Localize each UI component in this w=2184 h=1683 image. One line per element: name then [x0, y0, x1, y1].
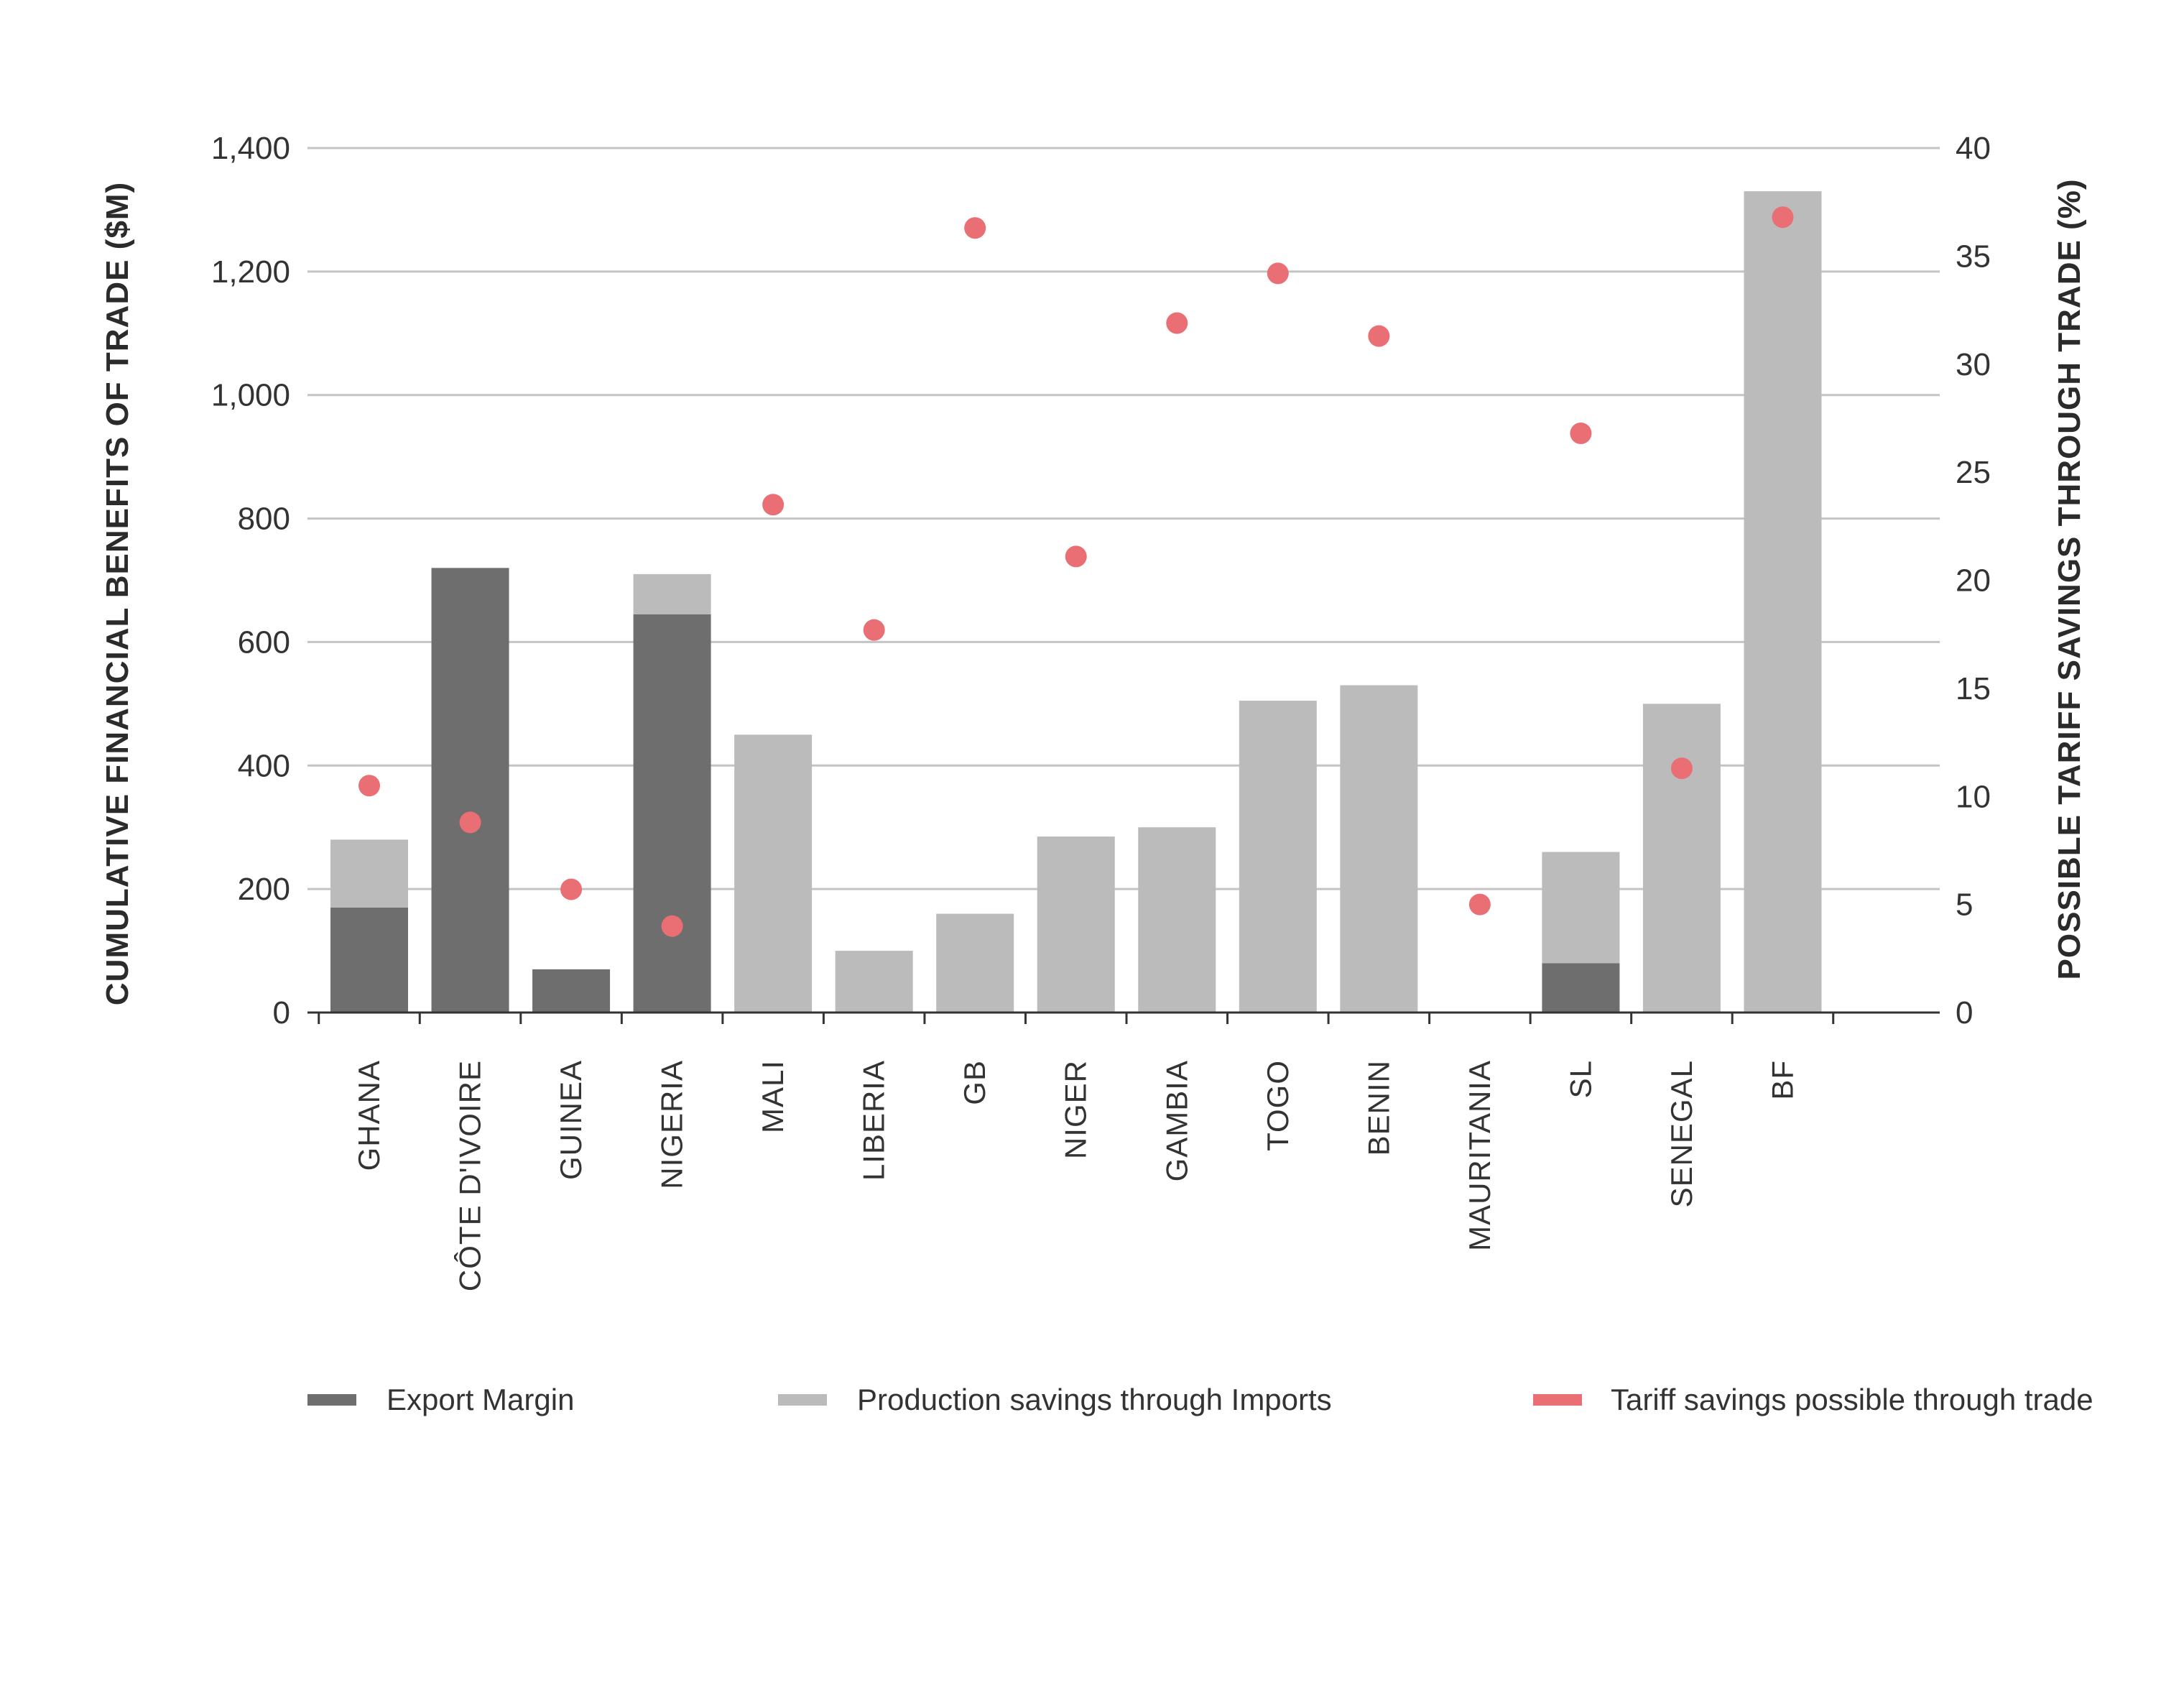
tariff-savings-point [762, 494, 785, 516]
x-category-label: NIGER [1059, 1060, 1093, 1159]
x-category-label: BF [1765, 1060, 1799, 1100]
legend-label-production-savings: Production savings through Imports [857, 1383, 1332, 1416]
x-category-label: TOGO [1261, 1060, 1295, 1151]
x-category-label: LIBERIA [857, 1060, 891, 1181]
bar-export-margin [633, 614, 711, 1013]
tariff-savings-point [1267, 262, 1289, 285]
y2-tick-label: 20 [1956, 563, 1991, 599]
bar-export-margin [532, 969, 611, 1013]
tariff-savings-point [1468, 893, 1491, 916]
bar-production-savings [633, 573, 711, 614]
y2-tick-label: 10 [1956, 779, 1991, 814]
legend-label-tariff-savings: Tariff savings possible through trade [1611, 1383, 2093, 1416]
labels: 0 200 400 600 800 1,000 1,200 1,400 0 5 10 15 20 25 30… [211, 131, 1991, 1291]
legend-swatch-export-margin [307, 1394, 356, 1406]
legend-swatch-production-savings [778, 1394, 827, 1406]
tariff-savings-point [560, 878, 583, 900]
tariff-savings-point [459, 811, 481, 834]
x-category-label: MALI [756, 1060, 790, 1133]
axes [307, 1011, 1940, 1024]
legend-item-production-savings: Production savings through Imports [778, 1383, 1332, 1416]
y-tick-label: 200 [238, 872, 290, 907]
y2-tick-label: 25 [1956, 455, 1991, 490]
x-category-label: SENEGAL [1665, 1060, 1698, 1207]
y-tick-label: 1,200 [211, 254, 290, 290]
tariff-savings-point [661, 915, 683, 937]
x-category-label: MAURITANIA [1463, 1060, 1496, 1251]
y2-tick-label: 0 [1956, 995, 1973, 1030]
y2-tick-label: 15 [1956, 671, 1991, 706]
bar-production-savings [1037, 836, 1115, 1013]
legend-label-export-margin: Export Margin [387, 1383, 574, 1416]
bar-export-margin [330, 907, 408, 1013]
tariff-savings-point [964, 217, 986, 239]
bar-production-savings [734, 734, 813, 1013]
tariff-savings-point [1368, 325, 1390, 347]
bar-export-margin [1542, 963, 1620, 1013]
x-category-label: GUINEA [554, 1060, 588, 1180]
bars [330, 191, 1822, 1013]
legend: Export Margin Production savings through… [307, 1383, 2093, 1416]
bar-production-savings [1239, 701, 1317, 1013]
x-category-label: GAMBIA [1160, 1060, 1193, 1181]
legend-item-tariff-savings: Tariff savings possible through trade [1533, 1383, 2093, 1416]
y-tick-label: 1,000 [211, 378, 290, 413]
bar-production-savings [1138, 827, 1216, 1013]
x-category-label: SL [1563, 1060, 1597, 1098]
y2-tick-label: 30 [1956, 347, 1991, 382]
tariff-savings-point [1772, 206, 1794, 229]
tariff-savings-point [1065, 545, 1087, 568]
y2-axis-title: POSSIBLE TARIFF SAVINGS THROUGH TRADE (%… [2052, 179, 2087, 980]
tariff-savings-point [358, 775, 380, 797]
bar-production-savings [1542, 852, 1620, 964]
y-tick-label: 800 [238, 502, 290, 537]
bar-production-savings [835, 951, 913, 1013]
y2-tick-label: 5 [1956, 887, 1973, 923]
legend-swatch-tariff-savings [1533, 1394, 1582, 1406]
x-category-label: GHANA [352, 1060, 386, 1171]
y2-tick-label: 35 [1956, 239, 1991, 274]
gridlines [307, 147, 1940, 890]
bar-production-savings [936, 913, 1014, 1013]
bar-export-margin [431, 568, 509, 1013]
bar-production-savings [1340, 685, 1418, 1013]
y2-tick-label: 40 [1956, 131, 1991, 166]
x-category-label: GB [958, 1060, 991, 1105]
x-category-label: CÔTE D'IVOIRE [453, 1060, 487, 1291]
bar-production-savings [1744, 191, 1822, 1013]
tariff-savings-point [1570, 422, 1592, 444]
bar-production-savings [330, 839, 408, 908]
y-tick-label: 1,400 [211, 131, 290, 166]
tariff-savings-point [1670, 757, 1693, 780]
scatter-points [358, 206, 1794, 937]
y-tick-label: 400 [238, 748, 290, 783]
y-tick-label: 0 [273, 995, 290, 1030]
bar-production-savings [1642, 704, 1721, 1013]
x-category-label: NIGERIA [655, 1060, 689, 1189]
y-axis-title: CUMULATIVE FINANCIAL BENEFITS OF TRADE (… [100, 182, 135, 1005]
x-category-label: BENIN [1361, 1060, 1395, 1156]
legend-item-export-margin: Export Margin [307, 1383, 574, 1416]
y-tick-label: 600 [238, 624, 290, 660]
tariff-savings-point [863, 619, 885, 641]
tariff-savings-point [1166, 312, 1188, 334]
